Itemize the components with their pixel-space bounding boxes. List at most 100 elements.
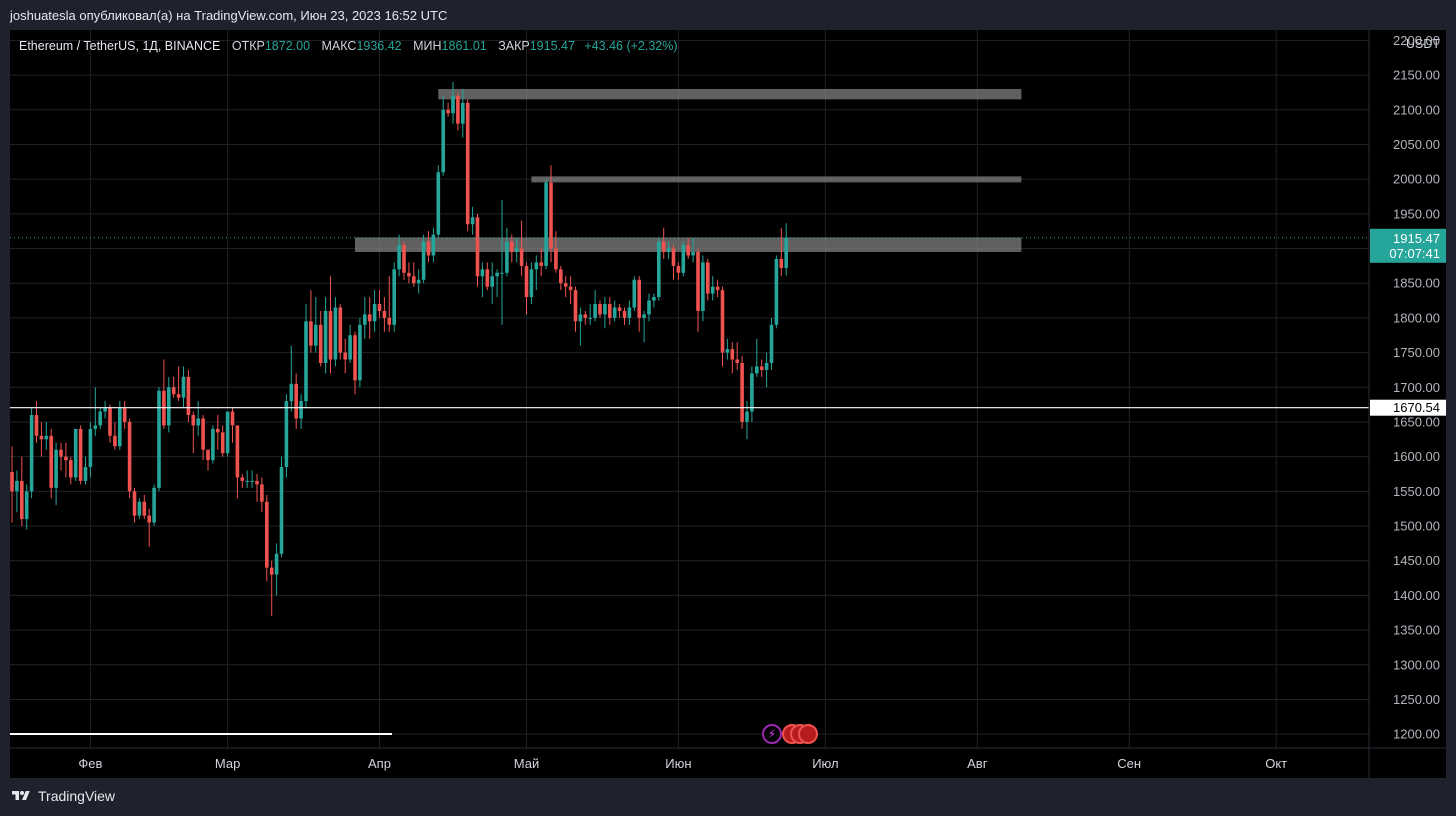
candle-body — [519, 248, 524, 266]
price-tick: 1450.00 — [1393, 553, 1440, 568]
candle-body — [230, 411, 235, 426]
candle-body — [715, 286, 720, 291]
candle-body — [372, 304, 377, 322]
low-label: МИН — [413, 39, 442, 53]
candle-body — [750, 373, 754, 412]
candle-body — [29, 415, 34, 492]
time-tick: Сен — [1117, 756, 1141, 771]
time-tick: Июн — [665, 756, 691, 771]
candle-body — [235, 425, 240, 478]
candle-body — [318, 324, 323, 363]
candle-body — [465, 102, 470, 225]
price-tick: 2100.00 — [1393, 102, 1440, 117]
candle-body — [612, 307, 617, 318]
candle-body — [436, 172, 441, 235]
symbol-title[interactable]: Ethereum / TetherUS, 1Д, BINANCE — [19, 39, 221, 53]
candle-body — [608, 304, 612, 318]
candle-body — [73, 428, 78, 478]
resistance-zone — [531, 176, 1022, 183]
candle-body — [10, 471, 14, 492]
candle-body — [485, 269, 490, 287]
candle-body — [710, 286, 715, 294]
candle-body — [20, 480, 24, 520]
price-tick: 1750.00 — [1393, 345, 1440, 360]
candle-body — [392, 269, 396, 325]
time-tick: Мар — [215, 756, 240, 771]
candle-body — [554, 248, 558, 270]
candle-body — [216, 428, 220, 433]
candle-body — [730, 349, 735, 360]
candle-body — [539, 262, 543, 266]
candle-body — [779, 258, 784, 268]
candle-body — [83, 467, 88, 481]
candle-body — [39, 435, 44, 440]
candle-body — [755, 366, 759, 374]
candle-body — [206, 449, 210, 461]
brand-name: TradingView — [38, 788, 116, 804]
candle-body — [78, 428, 83, 481]
price-tick: 2050.00 — [1393, 137, 1440, 152]
time-tick: Фев — [78, 756, 102, 771]
low-value: 1861.01 — [441, 39, 487, 53]
price-tick: 1800.00 — [1393, 310, 1440, 325]
candle-body — [382, 310, 387, 318]
candle-body — [323, 310, 328, 363]
time-tick: Авг — [967, 756, 988, 771]
price-tick: 1300.00 — [1393, 657, 1440, 672]
candle-body — [255, 480, 259, 485]
candle-body — [274, 553, 279, 575]
candle-body — [289, 383, 294, 402]
price-tick: 1250.00 — [1393, 692, 1440, 707]
time-axis: Фев Мар Апр Май Июн Июл Авг Сен Окт — [10, 747, 1446, 771]
candle-body — [421, 241, 426, 280]
candle-body — [367, 314, 372, 322]
candle-body — [59, 449, 63, 457]
lightning-icon[interactable]: ⚡ — [762, 724, 782, 744]
candle-body — [186, 376, 191, 416]
resistance-zones — [355, 88, 1022, 252]
grid-lines — [10, 30, 1369, 748]
candle-body — [490, 276, 494, 287]
candle-body — [701, 262, 705, 311]
candle-body — [167, 387, 171, 426]
candle-body — [34, 415, 39, 436]
candles — [10, 82, 788, 617]
candle-body — [475, 217, 480, 277]
candle-body — [583, 314, 588, 318]
candle-body — [578, 314, 583, 322]
candle-body — [250, 480, 254, 482]
candle-body — [544, 182, 548, 266]
high-label: МАКС — [321, 39, 357, 53]
candle-body — [784, 237, 788, 268]
candlestick-chart[interactable]: USDT 1200.00 1250.00 1300.00 1350.00 1400.00 1… — [10, 30, 1446, 778]
candle-body — [137, 501, 142, 516]
close-value: 1915.47 — [529, 39, 575, 53]
candle-body — [446, 109, 450, 114]
candle-body — [725, 349, 730, 353]
candle-body — [118, 408, 122, 447]
candle-body — [181, 376, 186, 398]
candle-body — [764, 362, 769, 370]
candle-body — [171, 387, 176, 395]
chart-area[interactable]: USDT 1200.00 1250.00 1300.00 1350.00 1400.00 1… — [10, 30, 1446, 778]
candle-body — [98, 411, 102, 426]
candle-body — [598, 304, 602, 315]
us-flag-icon-3[interactable] — [798, 724, 818, 744]
candle-body — [338, 307, 343, 353]
candle-body — [176, 394, 181, 398]
publisher-line: joshuatesla опубликовал(а) на TradingVie… — [10, 8, 448, 23]
candle-body — [44, 435, 49, 440]
candle-body — [211, 428, 215, 461]
candle-body — [480, 269, 485, 277]
candle-body — [54, 449, 58, 488]
candle-body — [348, 335, 352, 360]
candle-body — [353, 335, 357, 381]
candle-body — [88, 428, 93, 468]
candle-body — [563, 283, 568, 287]
candle-body — [69, 460, 73, 478]
candle-body — [514, 248, 519, 252]
price-tick: 2200.00 — [1393, 33, 1440, 48]
candle-body — [431, 234, 436, 256]
chart-legend[interactable]: Ethereum / TetherUS, 1Д, BINANCE ОТКР187… — [19, 39, 678, 53]
